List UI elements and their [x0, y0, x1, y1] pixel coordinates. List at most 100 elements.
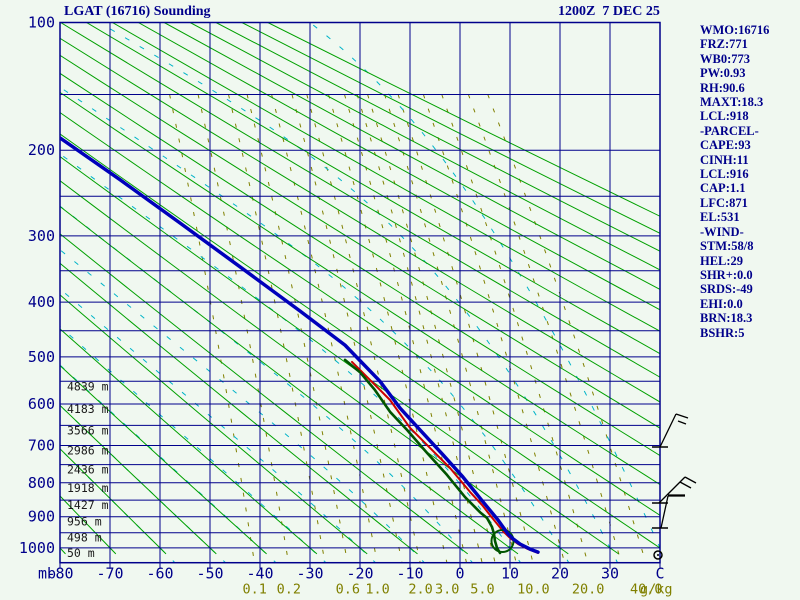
dry-adiabat-line	[86, 22, 660, 355]
mixing-ratio-label: 5.0	[470, 582, 494, 598]
moist-adiabat-line	[60, 153, 522, 563]
mixing-ratio-line	[291, 94, 403, 563]
stat-line-17: SHR+:0.0	[700, 267, 753, 282]
mixing-ratio-label: 3.0	[435, 582, 459, 598]
pressure-tick-label: 1000	[19, 539, 55, 557]
dry-adiabat-line	[60, 180, 569, 555]
wind-barb-segment	[677, 420, 687, 425]
moist-adiabat-line	[60, 86, 570, 563]
stat-line-10: LCL:916	[700, 167, 749, 182]
height-label: 1427 m	[67, 498, 109, 512]
mixing-ratio-label: 10.0	[517, 582, 550, 598]
dry-adiabat-line	[215, 22, 660, 252]
dry-adiabat-line	[189, 22, 660, 271]
temp-tick-label: 20	[551, 565, 569, 583]
dry-adiabat-line	[60, 133, 660, 549]
wind-barb-segment	[660, 495, 669, 529]
mixing-ratio-label: 1.0	[365, 582, 389, 598]
mixing-ratio-label: 20.0	[572, 582, 605, 598]
temp-tick-label: -20	[346, 565, 373, 583]
height-label: 2986 m	[67, 444, 109, 458]
mixing-ratio-line	[197, 94, 289, 563]
dry-adiabat-line	[60, 294, 368, 555]
dry-adiabats	[60, 22, 660, 555]
surface-wind-circle	[653, 550, 663, 560]
dry-adiabat-line	[60, 72, 660, 457]
height-label: 1918 m	[67, 481, 109, 495]
mixing-ratio-label: 0.6	[336, 582, 360, 598]
stat-line-15: STM:58/8	[700, 239, 754, 254]
stat-line-2: WB0:773	[700, 51, 750, 66]
height-label: 50 m	[67, 546, 95, 560]
chart-datetime: 1200Z 7 DEC 25	[558, 4, 660, 19]
pressure-tick-label: 500	[28, 348, 55, 366]
wind-barbs	[652, 413, 697, 560]
sounding-curves	[60, 136, 540, 555]
height-label: 2436 m	[67, 463, 109, 477]
height-label: 498 m	[67, 531, 102, 545]
pressure-tick-label: 300	[28, 227, 55, 245]
stats-panel: WMO:16716 FRZ:771 WB0:773 PW:0.93 RH:90.6 MAX…	[700, 23, 769, 340]
moist-adiabat-line	[60, 326, 327, 563]
mixing-ratio-line	[169, 94, 255, 563]
dry-adiabat-line	[241, 22, 660, 234]
wind-barb-segment	[658, 476, 686, 504]
dry-adiabat-line	[60, 205, 519, 555]
stat-line-0: WMO:16716	[700, 23, 770, 37]
stat-line-16: HEL:29	[700, 253, 744, 268]
stat-line-19: EHI:0.0	[700, 296, 743, 311]
dry-adiabat-line	[163, 22, 660, 290]
dry-adiabat-line	[60, 111, 660, 516]
temp-axis-unit: C	[655, 565, 664, 583]
stat-line-14: -WIND-	[700, 224, 744, 239]
pressure-axis-unit: mb	[38, 565, 56, 583]
moist-adiabat-line	[60, 288, 377, 563]
temp-tick-label: -10	[396, 565, 423, 583]
dry-adiabat-line	[112, 22, 660, 332]
stat-line-12: LFC:871	[700, 195, 748, 210]
pressure-tick-label: 700	[28, 437, 55, 455]
pressure-temperature-grid	[59, 21, 661, 569]
stat-line-20: BRN:18.3	[700, 311, 753, 326]
dry-adiabat-line	[60, 91, 660, 486]
dry-adiabat-line	[60, 364, 267, 555]
height-label: 4183 m	[67, 402, 109, 416]
dry-adiabat-line	[60, 155, 619, 555]
dry-adiabat-line	[267, 22, 660, 217]
mixing-ratio-label: 0.1	[242, 582, 266, 598]
mixing-ratio-label: 0.2	[277, 582, 301, 598]
dry-adiabat-line	[60, 54, 660, 429]
wind-barb-segment	[684, 476, 697, 484]
temp-tick-label: -30	[296, 565, 323, 583]
wind-barb-segment	[659, 413, 677, 448]
dry-adiabat-line	[60, 37, 660, 403]
stat-line-5: MAXT:18.3	[700, 95, 764, 110]
stat-line-4: RH:90.6	[700, 80, 745, 95]
height-label: 956 m	[67, 515, 102, 529]
dry-adiabat-line	[60, 22, 660, 378]
mixing-ratio-lines	[169, 94, 647, 563]
pressure-tick-label: 800	[28, 474, 55, 492]
mixing-ratio-label: 40.0	[630, 582, 663, 598]
chart-title: LGAT (16716) Sounding	[64, 4, 211, 19]
temp-tick-label: -60	[146, 565, 173, 583]
pressure-tick-label: 200	[28, 141, 55, 159]
dry-adiabat-line	[60, 404, 217, 555]
temp-tick-label: 10	[501, 565, 519, 583]
wind-barb-segment	[675, 413, 689, 419]
height-label: 4839 m	[67, 379, 109, 393]
moist-adiabat-line	[60, 364, 277, 563]
pressure-tick-label: 600	[28, 395, 55, 413]
mixing-axis-unit: g/kg	[640, 582, 673, 598]
pressure-tick-label: 400	[28, 293, 55, 311]
temperature-curve	[60, 136, 540, 554]
pressure-tick-label: 100	[28, 13, 55, 31]
temp-tick-label: 30	[601, 565, 619, 583]
dry-adiabat-line	[60, 495, 117, 555]
height-label: 3566 m	[67, 423, 109, 437]
stat-line-11: CAP:1.1	[700, 181, 746, 196]
stat-line-18: SRDS:-49	[700, 282, 753, 297]
dewpoint-curve	[343, 358, 502, 555]
